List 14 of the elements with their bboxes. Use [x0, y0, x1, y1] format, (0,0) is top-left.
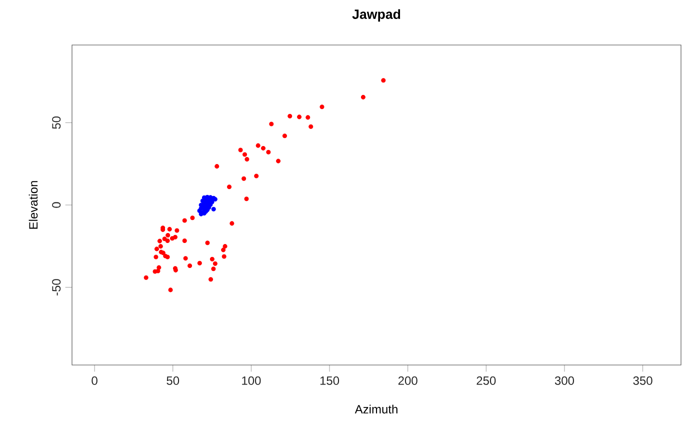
- x-tick-label: 350: [633, 376, 652, 385]
- y-axis-title: Elevation: [28, 181, 38, 229]
- x-axis-title: Azimuth: [354, 404, 398, 414]
- y-tick-label: 50: [52, 116, 61, 129]
- x-tick-label: 150: [320, 376, 340, 385]
- y-tick-label: -50: [52, 279, 61, 296]
- y-tick-label: 0: [52, 202, 61, 208]
- x-tick-label: 0: [92, 376, 98, 385]
- x-tick-label: 200: [398, 376, 418, 385]
- chart-title: Jawpad: [352, 9, 400, 22]
- x-tick-label: 250: [476, 376, 496, 385]
- x-tick-label: 50: [166, 376, 180, 385]
- x-tick-label: 300: [554, 376, 574, 385]
- x-tick-label: 100: [242, 376, 261, 385]
